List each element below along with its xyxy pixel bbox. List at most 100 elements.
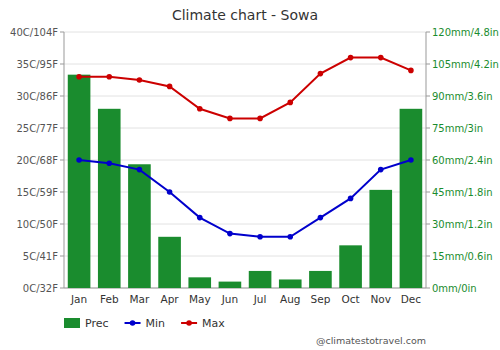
y2-tick-label: 0mm/0in (432, 283, 477, 294)
bar (158, 237, 181, 288)
point (137, 167, 143, 173)
bar (279, 279, 302, 288)
x-tick-label: Feb (100, 293, 119, 305)
y2-tick (426, 128, 430, 129)
y-tick-label: 0C/32F (23, 283, 58, 294)
y-tick-label: 25C/77F (16, 123, 58, 134)
x-tick-label: Jul (253, 293, 267, 305)
y2-tick (426, 96, 430, 97)
grid-line (64, 32, 426, 33)
x-tick-label: Mar (130, 293, 150, 305)
y2-tick (426, 192, 430, 193)
x-tick-label: Jan (70, 293, 87, 305)
point (106, 74, 112, 80)
legend: Prec Min Max (64, 317, 225, 330)
x-tick-label: Jun (221, 293, 238, 305)
grid-line (64, 64, 426, 65)
bar (369, 190, 392, 288)
x-tick-label: Apr (160, 293, 179, 305)
marks (68, 55, 422, 288)
x-tick-label: Aug (280, 293, 301, 305)
y2-tick-label: 15mm/0.6in (432, 251, 493, 262)
bar (219, 282, 242, 288)
annotation: @climatestotravel.com (316, 335, 426, 346)
x-tick-label: Nov (371, 293, 392, 305)
y-tick (60, 96, 64, 97)
y-tick (60, 32, 64, 33)
point (197, 106, 203, 112)
y2-tick-label: 90mm/3.6in (432, 91, 493, 102)
point (227, 231, 233, 237)
point (378, 55, 384, 61)
x-tick-label: Dec (401, 293, 422, 305)
point (257, 116, 263, 122)
legend-label: Min (146, 317, 166, 330)
point (167, 189, 173, 195)
y2-tick-label: 120mm/4.8in (432, 27, 499, 38)
y-tick-label: 20C/68F (16, 155, 58, 166)
y-tick (60, 128, 64, 129)
bar (128, 164, 151, 288)
x-tick-label: Sep (311, 293, 331, 305)
point (348, 55, 354, 61)
y2-tick-label: 45mm/1.8in (432, 187, 493, 198)
point (227, 116, 233, 122)
bar (400, 109, 423, 288)
legend-marker (130, 320, 136, 326)
y2-tick-label: 75mm/3in (432, 123, 483, 134)
point (76, 157, 82, 163)
title: Climate chart - Sowa (172, 7, 318, 23)
line (79, 160, 411, 237)
legend-marker (186, 320, 192, 326)
bar (188, 277, 211, 288)
legend-label: Prec (85, 317, 109, 330)
bar (309, 271, 332, 288)
point (378, 167, 384, 173)
legend-label: Max (202, 317, 225, 330)
y-tick-label: 10C/50F (16, 219, 58, 230)
y-tick-label: 15C/59F (16, 187, 58, 198)
point (106, 160, 112, 166)
point (287, 234, 293, 240)
grid-line (64, 96, 426, 97)
y-tick-label: 5C/41F (23, 251, 58, 262)
y2-tick (426, 64, 430, 65)
point (287, 100, 293, 106)
y2-tick (426, 224, 430, 225)
y2-tick-label: 30mm/1.2in (432, 219, 493, 230)
point (197, 215, 203, 221)
y-tick (60, 224, 64, 225)
y-tick-label: 40C/104F (10, 27, 58, 38)
y2-tick (426, 160, 430, 161)
point (167, 84, 173, 90)
legend-swatch (64, 318, 80, 328)
chart: 0C/32F 5C/41F 10C/50F 15C/59F 20C/68F 25C/77F… (0, 0, 500, 350)
point (408, 157, 414, 163)
line (79, 58, 411, 119)
y-tick-label: 35C/95F (16, 59, 58, 70)
point (318, 71, 324, 77)
bar (98, 109, 121, 288)
point (137, 77, 143, 83)
point (348, 196, 354, 202)
bar (68, 75, 91, 288)
y2-tick (426, 288, 430, 289)
y2-tick (426, 256, 430, 257)
point (408, 68, 414, 74)
x-tick-label: May (189, 293, 211, 305)
point (318, 215, 324, 221)
bar (249, 271, 272, 288)
bar (339, 245, 362, 288)
point (76, 74, 82, 80)
y-tick (60, 160, 64, 161)
y-tick (60, 64, 64, 65)
y2-tick-label: 105mm/4.2in (432, 59, 499, 70)
y-tick-label: 30C/86F (16, 91, 58, 102)
point (257, 234, 263, 240)
y-tick (60, 256, 64, 257)
y2-tick-label: 60mm/2.4in (432, 155, 493, 166)
y-tick (60, 288, 64, 289)
y2-tick (426, 32, 430, 33)
y-tick (60, 192, 64, 193)
x-tick-label: Oct (342, 293, 360, 305)
